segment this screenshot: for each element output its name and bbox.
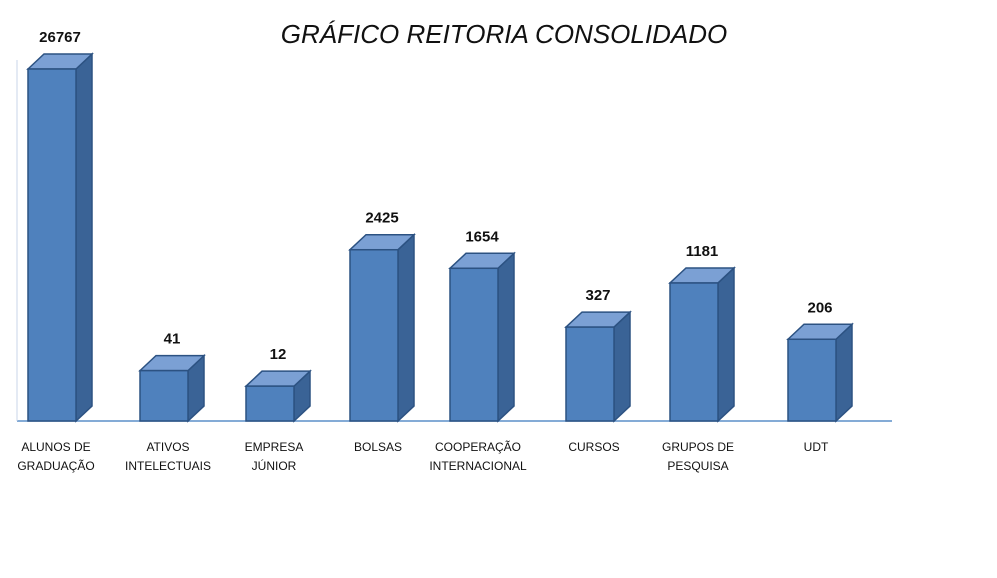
bar-side xyxy=(497,251,515,423)
bar xyxy=(138,353,206,423)
bar-side xyxy=(835,322,853,423)
bar-side xyxy=(75,52,93,423)
category-label: EMPRESA JÚNIOR xyxy=(245,440,304,473)
data-label: 41 xyxy=(164,331,181,348)
bar xyxy=(244,369,312,423)
bar xyxy=(786,322,854,423)
data-label: 1181 xyxy=(686,243,719,260)
category-label: UDT xyxy=(804,440,829,454)
bar-front xyxy=(787,338,837,422)
bar-front xyxy=(139,369,189,422)
category-labels-group: ALUNOS DE GRADUAÇÃO ATIVOS INTELECTUAIS EMPR… xyxy=(17,440,829,473)
category-label: GRUPOS DE PESQUISA xyxy=(662,440,734,473)
data-label: 2425 xyxy=(365,210,398,227)
bar-side xyxy=(717,266,735,423)
category-label: COOPERAÇÃO INTERNACIONAL xyxy=(429,440,527,473)
bar-front xyxy=(669,282,719,422)
bar-front xyxy=(349,248,399,422)
chart-title: GRÁFICO REITORIA CONSOLIDADO xyxy=(281,19,727,49)
bar-side xyxy=(397,233,415,423)
bar-front xyxy=(245,385,295,422)
bar-side xyxy=(613,310,631,423)
bar xyxy=(564,310,632,423)
bar-front xyxy=(27,68,77,422)
category-label: CURSOS xyxy=(568,440,619,454)
bar xyxy=(348,233,416,423)
bar xyxy=(448,251,516,423)
data-label: 26767 xyxy=(39,29,81,46)
data-label: 206 xyxy=(807,299,832,316)
value-labels-group: 26767 41 12 2425 1654 327 1181 206 xyxy=(39,29,832,363)
bar-front xyxy=(449,267,499,422)
bar xyxy=(668,266,736,423)
bar-front xyxy=(565,326,615,422)
bars-group xyxy=(26,52,854,423)
data-label: 327 xyxy=(585,287,610,304)
bar xyxy=(26,52,94,423)
category-label: ALUNOS DE GRADUAÇÃO xyxy=(17,440,94,473)
data-label: 12 xyxy=(270,346,287,363)
data-label: 1654 xyxy=(465,228,499,245)
category-label: BOLSAS xyxy=(354,440,402,454)
category-label: ATIVOS INTELECTUAIS xyxy=(125,440,211,473)
